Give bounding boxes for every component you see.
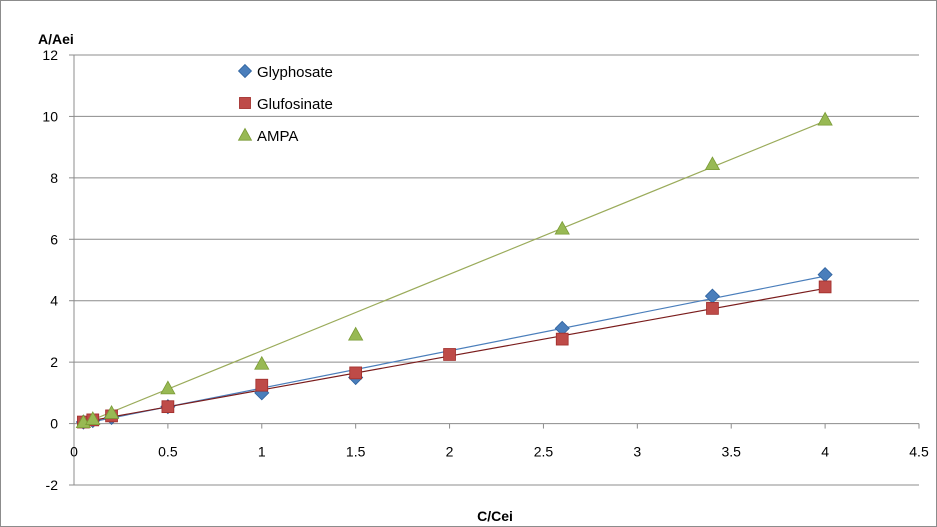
legend-item-glufosinate: Glufosinate	[239, 96, 333, 113]
data-point	[817, 111, 833, 126]
data-point	[237, 127, 253, 141]
series-ampa	[75, 111, 833, 429]
x-tick-label: 3	[633, 444, 641, 460]
data-point	[349, 366, 363, 380]
y-tick-label: 8	[50, 170, 58, 186]
data-point	[554, 220, 570, 235]
y-axis-title: A/Aei	[38, 31, 74, 47]
y-tick-label: 4	[50, 293, 58, 309]
legend: Glyphosate Glufosinate AMPA	[237, 63, 333, 145]
data-point	[161, 400, 175, 414]
grid	[74, 54, 919, 486]
data-point	[555, 332, 569, 346]
data-point	[254, 355, 270, 370]
data-point	[818, 280, 832, 294]
legend-item-ampa: AMPA	[237, 127, 298, 145]
y-tick-label: 2	[50, 354, 58, 370]
data-point	[237, 63, 253, 79]
data-point	[347, 326, 364, 341]
legend-label: Glufosinate	[257, 96, 333, 113]
y-tick-label: 10	[42, 108, 58, 124]
x-tick-label: 1.5	[346, 444, 366, 460]
x-tick-label: 4	[821, 444, 829, 460]
y-tick-label: 12	[42, 47, 58, 63]
x-tick-label: 3.5	[721, 444, 741, 460]
y-tick-label: 6	[50, 231, 58, 247]
data-point	[85, 411, 101, 425]
data-markers	[75, 111, 833, 430]
data-point	[239, 97, 251, 109]
x-tick-label: 2	[446, 444, 454, 460]
trendline-ampa	[83, 120, 826, 425]
x-tick-label: 0	[70, 444, 78, 460]
legend-label: Glyphosate	[257, 64, 333, 81]
legend-label: AMPA	[257, 128, 298, 145]
data-point	[103, 404, 120, 419]
tick-labels: 0 0.5 1 1.5 2 2.5 3 3.5 4 4.5 -2 0 2 4 6 8 10 12	[42, 47, 929, 493]
y-tick-label: -2	[46, 477, 59, 493]
data-point	[255, 378, 269, 392]
y-tick-label: 0	[50, 416, 58, 432]
x-tick-label: 2.5	[534, 444, 554, 460]
data-point	[443, 348, 456, 361]
x-axis-title: C/Cei	[477, 508, 513, 524]
axes	[69, 54, 920, 486]
data-point	[704, 156, 721, 171]
legend-item-glyphosate: Glyphosate	[237, 63, 333, 81]
data-point	[160, 380, 176, 395]
data-point	[706, 302, 719, 315]
x-tick-label: 0.5	[158, 444, 178, 460]
x-tick-label: 4.5	[909, 444, 929, 460]
x-tick-label: 1	[258, 444, 266, 460]
